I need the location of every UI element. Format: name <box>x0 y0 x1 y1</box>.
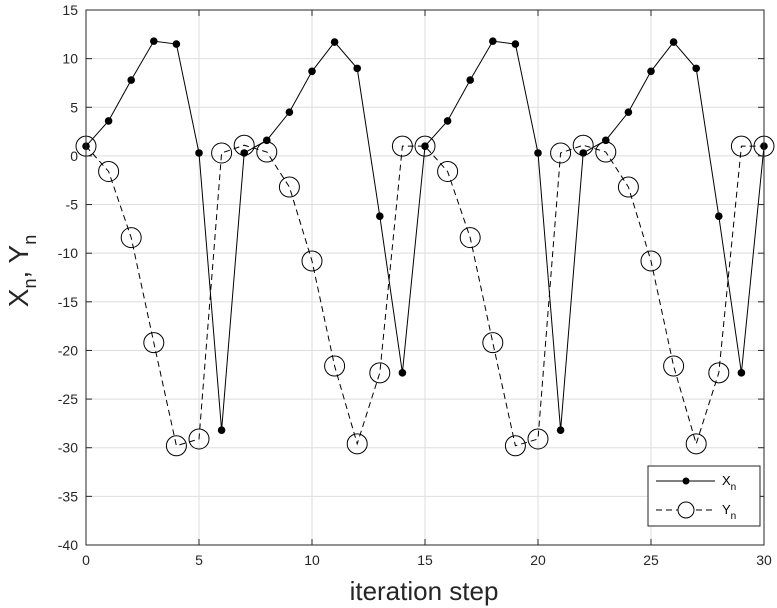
data-point-y <box>730 135 752 157</box>
legend-entry-x: Xn <box>656 473 736 493</box>
y-axis-title: Xn, Yn <box>3 235 40 307</box>
legend-entry-y: Yn <box>656 501 736 522</box>
data-point-y <box>572 134 594 156</box>
data-point-x <box>556 426 565 435</box>
data-point-x <box>443 117 452 125</box>
y-tick-label: -20 <box>58 342 78 358</box>
data-point-x <box>127 76 135 84</box>
data-point-y <box>504 435 526 457</box>
data-point-x <box>376 212 384 221</box>
data-point-y <box>143 332 165 354</box>
y-tick-label: 5 <box>70 99 78 115</box>
series-line-1 <box>85 144 764 447</box>
data-point-x <box>602 136 610 145</box>
data-point-y <box>278 176 300 198</box>
y-axis-title-y-sub: n <box>20 235 40 245</box>
data-point-y <box>437 160 459 182</box>
data-point-y <box>233 134 255 156</box>
data-point-x <box>330 38 339 46</box>
data-point-y <box>120 227 142 249</box>
data-point-x <box>398 369 407 377</box>
data-point-x <box>421 142 429 150</box>
y-tick-label: -25 <box>58 391 78 407</box>
data-point-x <box>692 64 700 73</box>
y-tick-label: -40 <box>58 537 78 553</box>
y-axis-title-sep: , <box>3 263 34 278</box>
y-tick-label: 0 <box>70 148 78 164</box>
y-tick-label: -30 <box>58 440 78 456</box>
x-tick-label: 25 <box>643 552 659 568</box>
data-point-x <box>737 369 746 377</box>
data-point-y <box>708 362 730 384</box>
data-point-y <box>459 227 481 249</box>
x-tick-label: 15 <box>417 552 433 568</box>
data-point-x <box>308 67 316 76</box>
data-point-y <box>640 250 662 272</box>
data-point-y <box>188 428 210 450</box>
data-point-x <box>285 108 294 116</box>
data-point-y <box>346 433 368 455</box>
x-tick-label: 5 <box>195 552 203 568</box>
legend-label-x: Xn <box>722 473 736 493</box>
legend-marker-y <box>677 501 695 519</box>
x-axis-title: iteration step <box>350 576 499 606</box>
y-tick-label: 15 <box>62 2 78 18</box>
data-point-x <box>624 108 633 116</box>
legend: Xn Yn <box>647 465 761 527</box>
data-point-x <box>466 76 475 84</box>
data-point-y <box>211 142 233 164</box>
data-point-x <box>511 40 520 48</box>
data-point-y <box>527 428 549 450</box>
ticks: 0 5 10 15 20 25 30 -40 -35 -30 -25 -20 -15 -10 -5 0 5 10 1… <box>58 2 772 568</box>
data-point-x <box>647 67 655 76</box>
data-point-y <box>617 176 639 198</box>
data-point-y <box>324 355 346 377</box>
x-tick-label: 20 <box>530 552 546 568</box>
data-point-y <box>256 141 278 163</box>
x-tick-label: 10 <box>304 552 320 568</box>
data-point-y <box>595 141 617 163</box>
data-point-y <box>98 160 120 182</box>
legend-box <box>647 465 761 527</box>
data-point-x <box>669 38 678 46</box>
grid <box>85 9 765 546</box>
data-point-y <box>414 135 436 157</box>
data-point-x <box>263 136 271 145</box>
x-tick-label: 0 <box>82 552 90 568</box>
data-point-y <box>165 435 187 457</box>
data-point-x <box>489 37 497 45</box>
y-axis-title-x: X <box>3 288 34 307</box>
data-point-y <box>482 332 504 354</box>
data-point-x <box>150 37 158 45</box>
data-point-y <box>391 135 413 157</box>
data-point-x <box>195 149 203 157</box>
data-point-x <box>104 117 113 125</box>
data-point-y <box>369 362 391 384</box>
data-point-x <box>715 212 723 221</box>
data-point-x <box>353 64 362 73</box>
y-tick-label: -15 <box>58 294 78 310</box>
data-point-x <box>172 40 181 48</box>
data-point-x <box>217 426 226 435</box>
data-point-y <box>663 355 685 377</box>
y-tick-label: -10 <box>58 245 78 261</box>
data-point-x <box>534 149 542 157</box>
legend-label-y: Yn <box>722 502 736 522</box>
data-point-y <box>685 433 707 455</box>
legend-marker-x <box>682 477 690 485</box>
x-tick-label: 30 <box>756 552 772 568</box>
y-tick-label: 10 <box>62 51 78 67</box>
data-point-y <box>301 250 323 272</box>
data-point-y <box>550 142 572 164</box>
series-markers <box>75 37 775 457</box>
y-tick-label: -35 <box>58 488 78 504</box>
y-axis-title-y: Y <box>3 244 34 263</box>
y-axis-title-x-sub: n <box>20 279 40 289</box>
y-tick-label: -5 <box>66 197 79 213</box>
